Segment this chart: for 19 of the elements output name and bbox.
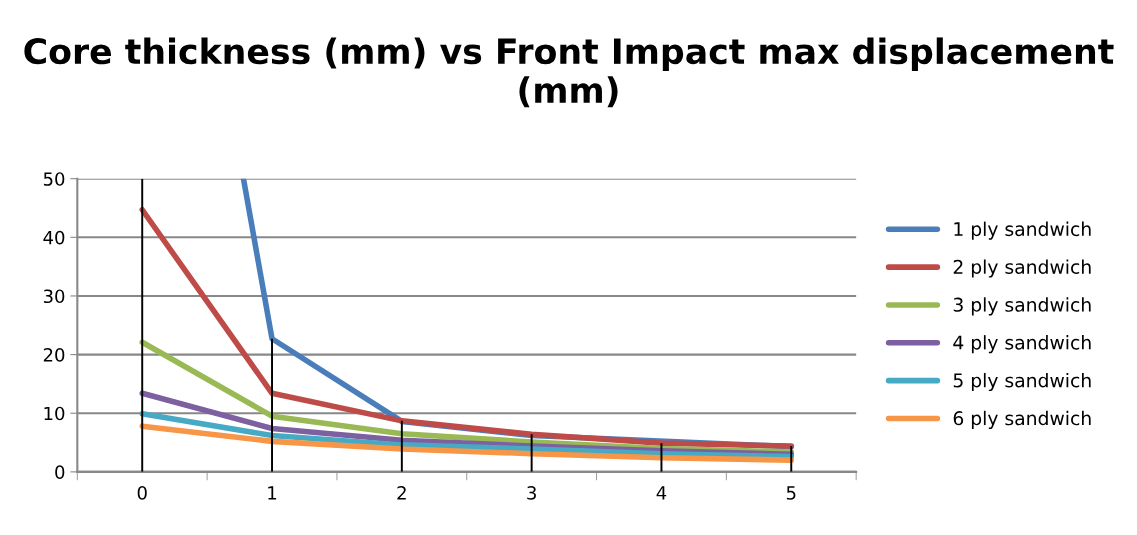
x-tick-label: 0 <box>137 486 147 500</box>
x-tick-label: 3 <box>527 486 536 500</box>
x-tick-label: 4 <box>656 486 667 500</box>
y-tick-label: 10 <box>44 406 65 421</box>
y-tick-label: 40 <box>43 230 65 245</box>
x-tick-label: 5 <box>786 486 796 500</box>
x-tick-label: 2 <box>397 486 406 500</box>
legend-label: 2 ply sandwich <box>953 259 1091 278</box>
legend-label: 6 ply sandwich <box>953 410 1091 429</box>
legend-label: 3 ply sandwich <box>953 297 1091 316</box>
chart-title: Core thickness (mm) vs Front Impact max displacement (mm) <box>24 37 1114 108</box>
legend-label: 1 ply sandwich <box>954 221 1091 240</box>
legend-label: 5 ply sandwich <box>953 372 1091 392</box>
y-tick-label: 30 <box>43 289 65 304</box>
legend-label: 4 ply sandwich <box>953 335 1091 354</box>
y-tick-label: 20 <box>43 348 65 362</box>
x-tick-label: 1 <box>268 486 277 500</box>
y-tick-label: 50 <box>43 172 65 186</box>
y-tick-label: 0 <box>55 465 65 479</box>
